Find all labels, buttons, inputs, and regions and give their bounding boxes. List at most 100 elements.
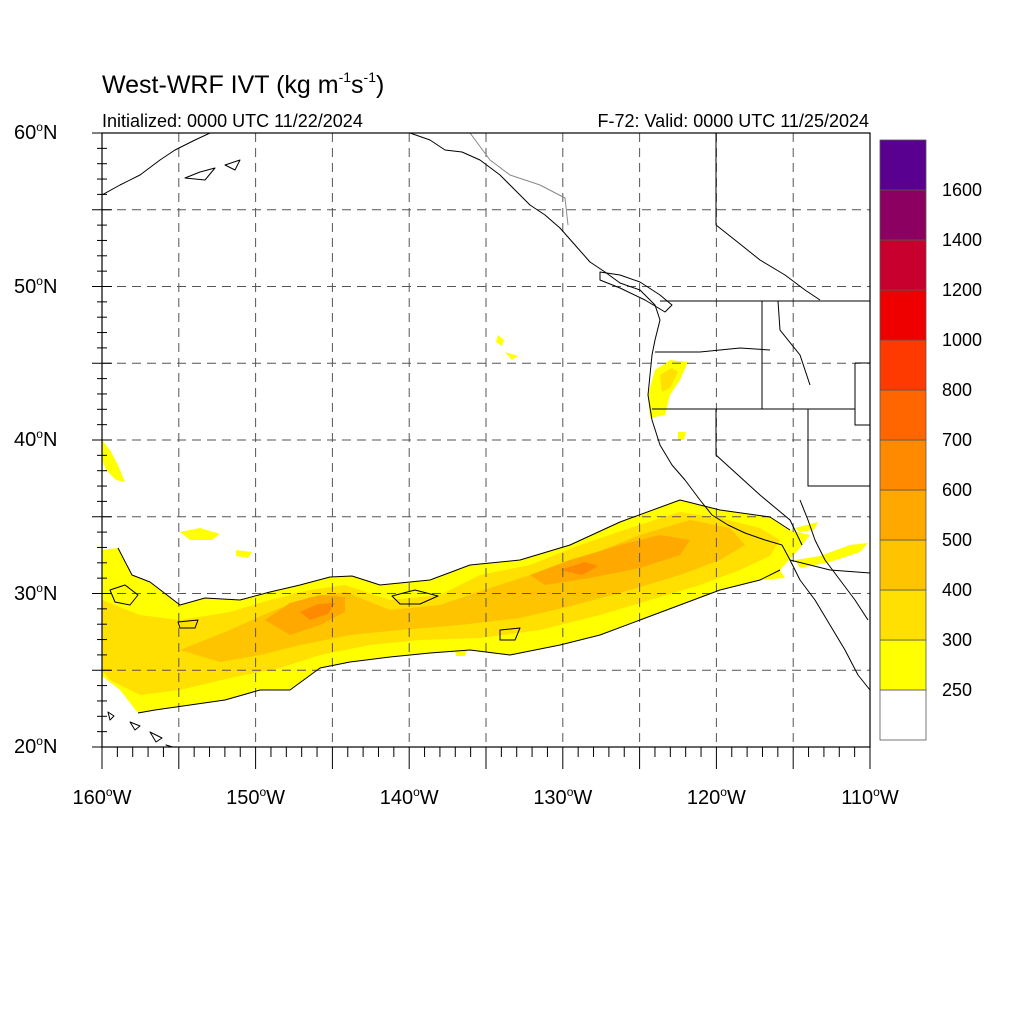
coast-hawaii: [107, 711, 175, 747]
ivt-contour-outline: [117, 499, 791, 714]
border-mexico: [789, 559, 870, 574]
degree-symbol: o: [259, 785, 267, 799]
ivt-600-core-east: [560, 562, 598, 575]
graticule: [102, 133, 870, 747]
colorbar: [879, 139, 927, 741]
lat-label-value: 50: [14, 275, 37, 298]
degree-symbol: o: [36, 427, 43, 441]
lat-label-suffix: N: [42, 275, 58, 298]
lon-label-suffix: W: [419, 787, 439, 809]
coastlines: [102, 133, 870, 747]
ivt-contour-holes: [109, 584, 521, 641]
lon-label-suffix: W: [112, 787, 132, 809]
lon-label-value: 160: [72, 787, 106, 809]
border-nv-ut: [807, 409, 870, 487]
coast-inner-canada: [715, 133, 821, 301]
lon-label: 120oW: [676, 785, 756, 812]
colorbar-label: 500: [942, 530, 973, 550]
degree-symbol: o: [36, 734, 43, 748]
lat-label: 50oN: [14, 273, 70, 300]
lat-label: 20oN: [14, 734, 70, 760]
degree-symbol: o: [36, 120, 43, 134]
axis-ticks: [92, 132, 871, 769]
colorbar-label: 600: [942, 480, 973, 500]
ivt-600-core-west: [300, 603, 335, 620]
coast-baja: [781, 544, 870, 691]
ivt-patch-oregon-inner: [660, 368, 678, 392]
lat-label-value: 60: [14, 122, 37, 144]
lon-label-value: 140: [379, 787, 414, 809]
border-ca-nv: [715, 409, 803, 546]
colorbar-label: 400: [942, 580, 973, 600]
lon-label: 150oW: [216, 785, 296, 812]
degree-symbol: o: [36, 580, 43, 595]
colorbar-label: 300: [942, 630, 973, 650]
colorbar-label: 1000: [942, 330, 983, 350]
init-time-label: Initialized: 0000 UTC 11/22/2024: [102, 111, 363, 131]
lon-label-value: 110: [841, 787, 874, 809]
lon-label: 130oW: [523, 785, 603, 812]
colorbar-bin: [879, 289, 927, 341]
colorbar-label: 1200: [942, 280, 983, 300]
colorbar-bin: [879, 489, 927, 541]
colorbar-label: 250: [942, 680, 973, 700]
coast-vancouver: [599, 271, 673, 313]
lat-label-suffix: N: [42, 122, 58, 144]
colorbar-bin: [879, 539, 927, 591]
lat-label: 30oN: [14, 580, 70, 607]
chart-title: West-WRF IVT (kg m-1s-1): [102, 68, 385, 99]
colorbar-label: 700: [942, 430, 973, 450]
ivt-patch-south-west: [180, 528, 220, 540]
lon-label-value: 120: [686, 787, 721, 809]
lon-label-suffix: W: [573, 787, 593, 809]
colorbar-label: 800: [942, 380, 973, 400]
lat-label: 40oN: [14, 427, 70, 453]
lon-label-value: 130: [533, 787, 567, 809]
colorbar-bin: [879, 689, 927, 741]
lon-label: 110oW: [830, 785, 910, 812]
degree-symbol: o: [720, 785, 727, 799]
lat-label-suffix: N: [42, 582, 58, 605]
colorbar-bin: [879, 339, 927, 391]
colorbar-bin: [879, 439, 927, 491]
degree-symbol: o: [105, 785, 113, 799]
colorbar-bin: [879, 639, 927, 691]
border-ut-co: [854, 362, 870, 426]
lat-label-suffix: N: [42, 736, 58, 758]
coast-alaska-bc: [409, 133, 783, 546]
lon-label-suffix: W: [266, 787, 286, 809]
degree-symbol: o: [413, 785, 420, 799]
coast-alaska-pen: [102, 133, 211, 196]
degree-symbol: o: [566, 785, 574, 799]
ivt-patch-ca-1: [678, 432, 686, 440]
coast-gulf-ca: [799, 499, 869, 621]
lon-label-suffix: W: [726, 787, 746, 809]
coast-alaska-islands: [184, 159, 241, 181]
border-alaska-canada: [469, 133, 569, 226]
colorbar-bin: [879, 239, 927, 291]
lat-label-value: 40: [14, 429, 37, 451]
colorbar-label: 1400: [942, 230, 983, 250]
colorbar-bin: [879, 139, 927, 191]
lon-label-suffix: W: [879, 787, 899, 809]
lon-label-value: 150: [226, 787, 260, 809]
ivt-patch-north-west: [102, 440, 125, 482]
lat-label: 60oN: [14, 120, 70, 146]
colorbar-label: 1600: [942, 180, 983, 200]
degree-symbol: o: [36, 273, 43, 288]
border-wa-or: [655, 347, 771, 353]
colorbar-bin: [879, 589, 927, 641]
colorbar-bin: [879, 389, 927, 441]
colorbar-bin: [879, 189, 927, 241]
lon-label: 160oW: [62, 785, 142, 812]
border-montana: [777, 300, 811, 386]
lon-label: 140oW: [369, 785, 449, 812]
valid-time-label: F-72: Valid: 0000 UTC 11/25/2024: [597, 111, 870, 131]
ivt-500-core-east: [530, 535, 690, 585]
state-borders: [652, 300, 870, 574]
degree-symbol: o: [873, 785, 880, 799]
lat-label-value: 20: [14, 736, 37, 758]
ivt-patch-sw-tail: [795, 543, 868, 568]
